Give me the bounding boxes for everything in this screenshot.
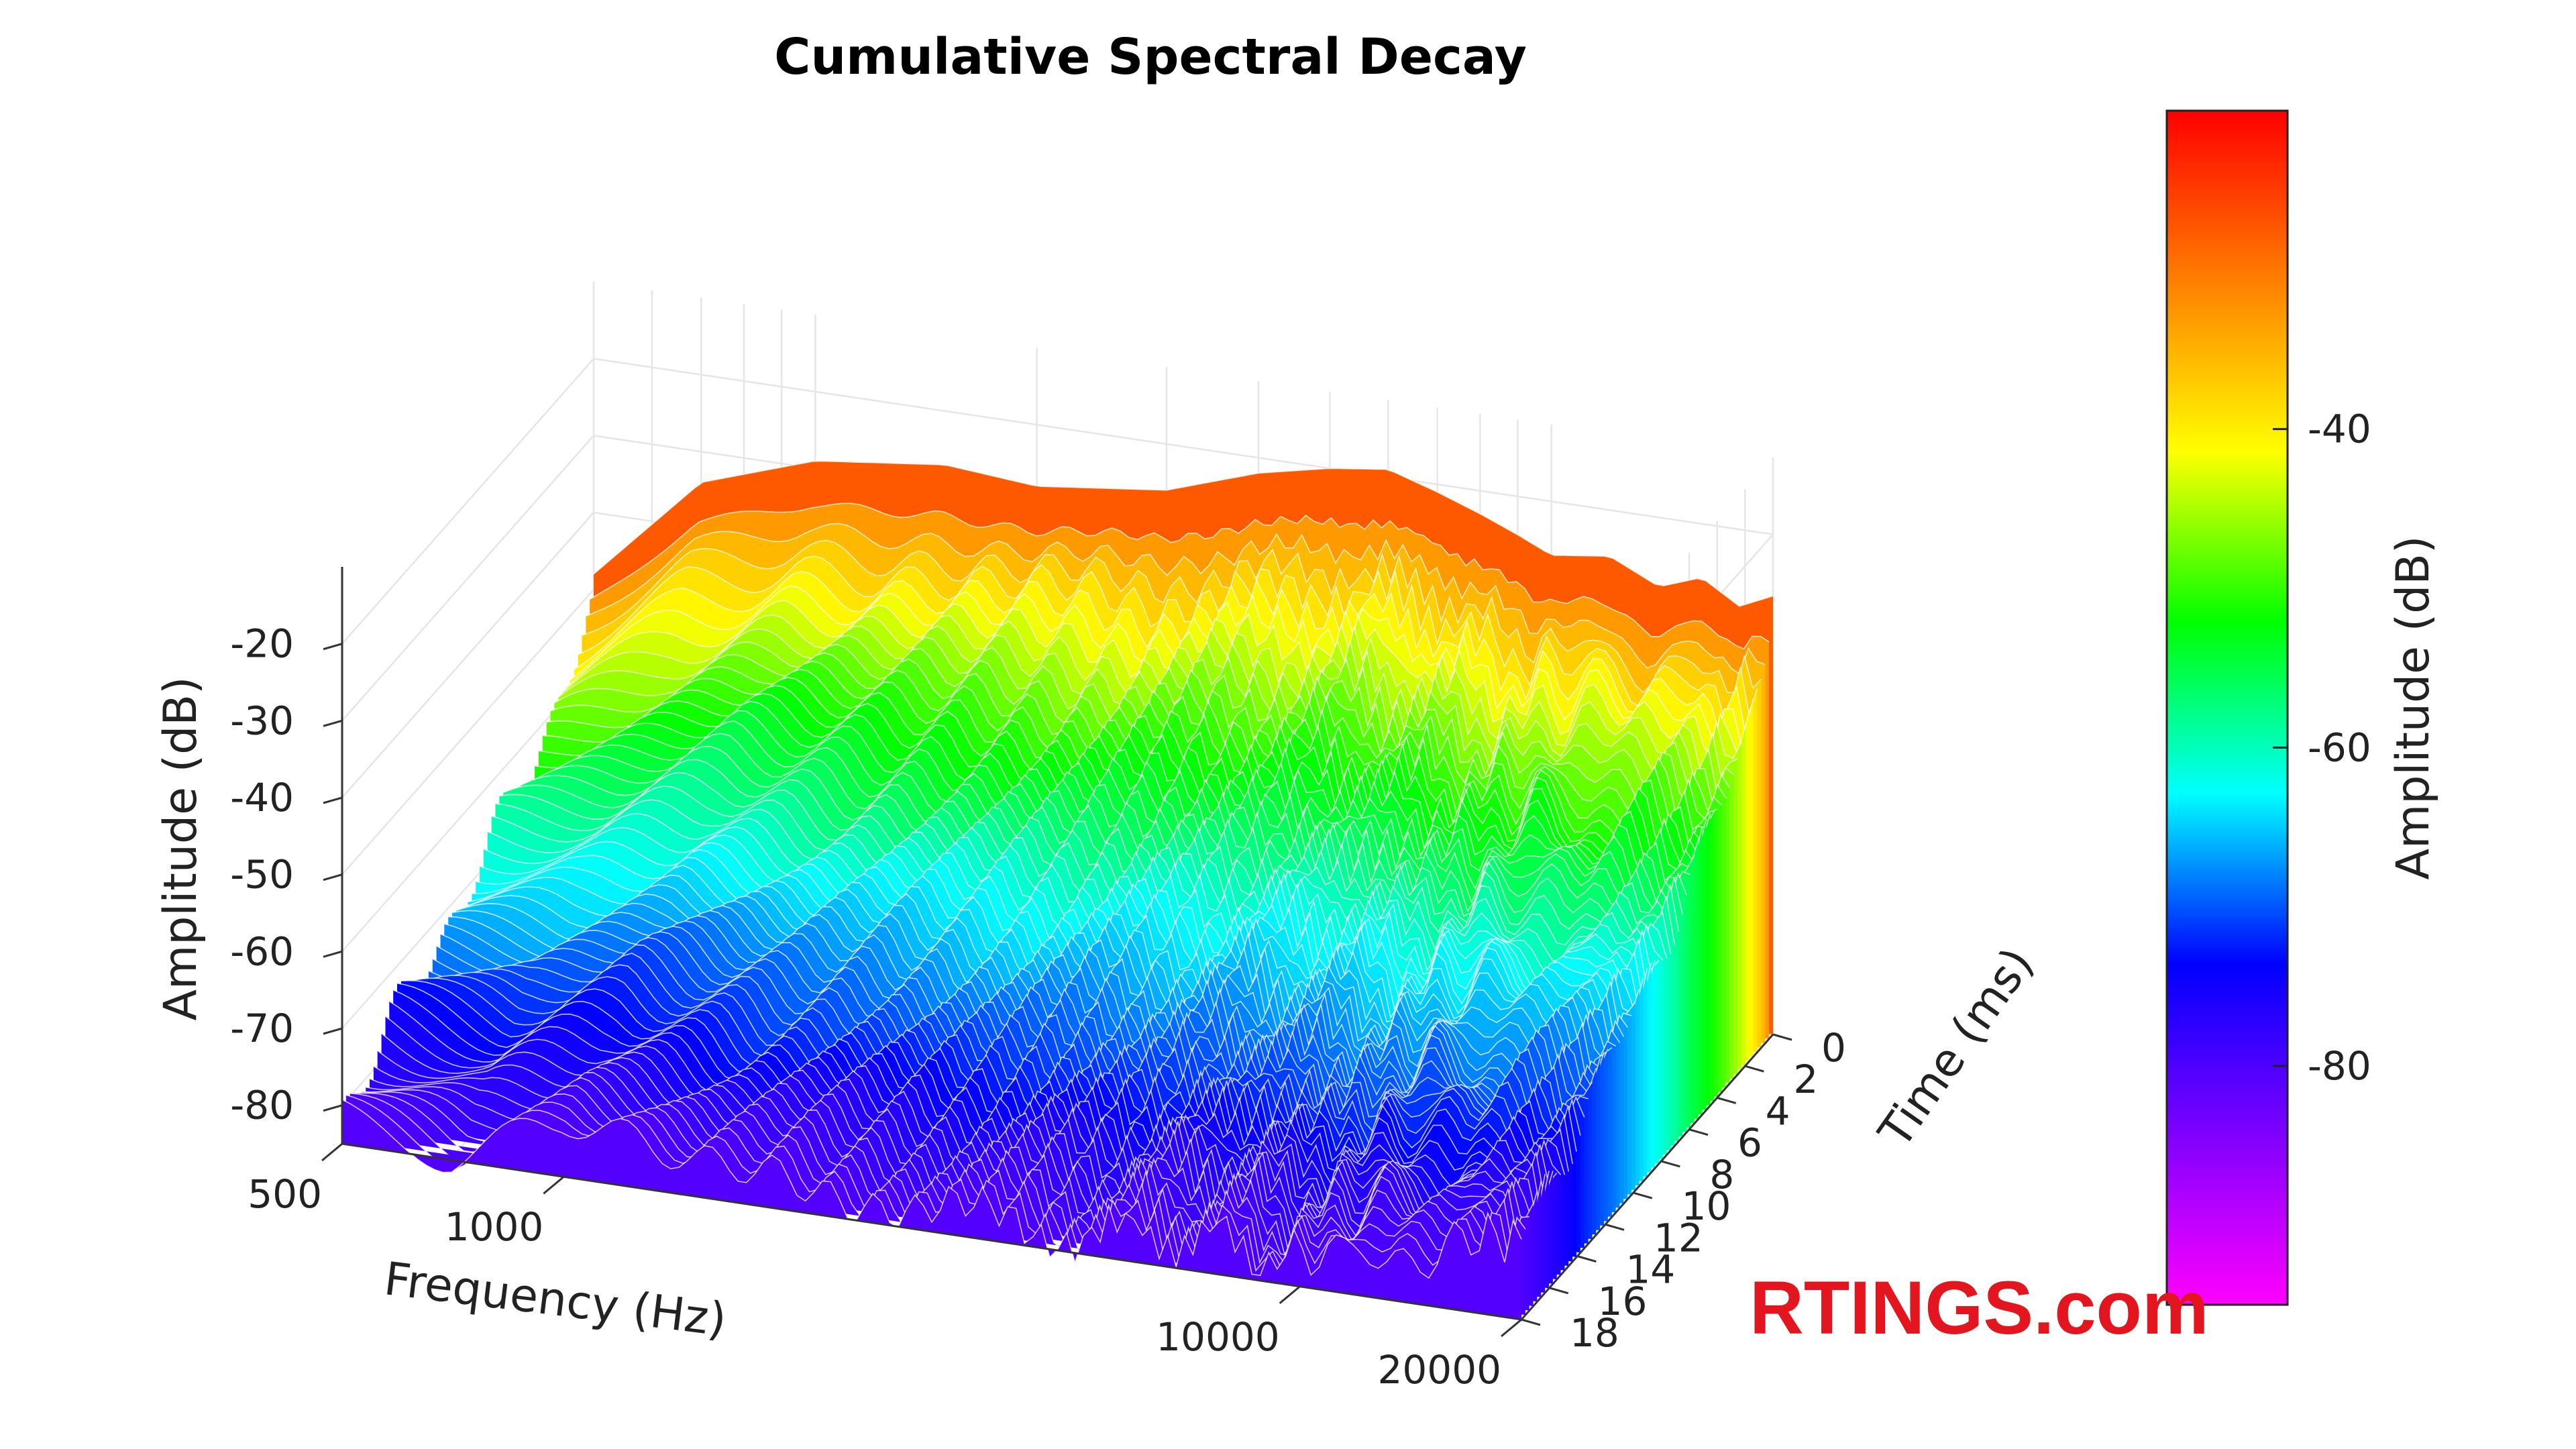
amplitude-tick-label: -40	[230, 775, 294, 820]
decay-slice-line	[593, 460, 1774, 607]
colorbar-tick-label: -60	[2308, 724, 2371, 770]
amplitude-tick-label: -70	[230, 1006, 294, 1051]
time-tick	[1521, 1318, 1541, 1326]
time-tick-label: 0	[1821, 1025, 1846, 1071]
watermark-text: RTINGS.com	[1750, 1266, 2209, 1350]
left-wall-grid-line	[341, 512, 594, 798]
decay-slice-line	[479, 834, 1660, 994]
time-tick	[1744, 1065, 1764, 1073]
time-axis-line	[1520, 1034, 1774, 1320]
decay-slice-line	[350, 1093, 1529, 1265]
frequency-tick-label: 20000	[1377, 1347, 1501, 1393]
decay-slice-line	[400, 979, 1581, 1155]
time-tick	[1605, 1223, 1625, 1231]
amplitude-tick	[323, 643, 343, 651]
frequency-axis-line	[341, 1142, 1522, 1321]
colorbar-tick-label: -80	[2308, 1043, 2371, 1089]
y-axis-label: Time (ms)	[1868, 938, 2044, 1158]
frequency-tick-label: 10000	[1156, 1314, 1280, 1360]
decay-slice-line	[570, 585, 1750, 752]
frequency-tick	[321, 1142, 343, 1162]
chart-title: Cumulative Spectral Decay	[774, 28, 1527, 86]
time-tick	[1549, 1287, 1569, 1295]
left-wall-grid-line	[341, 358, 594, 645]
frequency-tick-label: 500	[248, 1171, 322, 1217]
time-tick	[1772, 1033, 1792, 1041]
back-wall-grid-line	[593, 358, 1774, 535]
time-tick-label: 12	[1654, 1215, 1703, 1260]
amplitude-tick-label: -20	[230, 621, 294, 667]
amplitude-tick	[323, 796, 343, 804]
colorbar-tick-label: -40	[2308, 407, 2371, 452]
amplitude-tick-label: -30	[230, 698, 294, 743]
decay-slice-line	[460, 874, 1640, 1023]
time-tick	[1717, 1097, 1737, 1104]
time-tick-label: 2	[1793, 1057, 1818, 1102]
time-tick	[1688, 1128, 1709, 1136]
decay-slice-line	[578, 555, 1758, 718]
z-axis-label: Amplitude (dB)	[154, 677, 207, 1021]
left-wall-grid-line	[341, 435, 594, 722]
decay-surface	[341, 460, 1774, 1320]
time-tick	[1633, 1191, 1653, 1199]
x-axis-label: Frequency (Hz)	[381, 1252, 729, 1347]
left-wall-grid-line	[341, 588, 594, 875]
colorbar-label: Amplitude (dB)	[2387, 536, 2440, 880]
amplitude-tick-label: -80	[230, 1083, 294, 1128]
decay-slice	[342, 1099, 1521, 1320]
frequency-tick	[1501, 1318, 1522, 1338]
time-tick-label: 14	[1625, 1247, 1675, 1293]
decay-slice-line	[502, 759, 1683, 917]
decay-slice-line	[499, 772, 1680, 932]
time-tick-label: 10	[1682, 1183, 1731, 1229]
decay-slice-line	[585, 523, 1766, 676]
time-tick-label: 18	[1570, 1310, 1619, 1356]
decay-slice-line	[589, 502, 1770, 650]
time-tick-label: 6	[1737, 1120, 1762, 1166]
amplitude-axis: -20 -30 -40 -50 -60 -70 -80	[230, 621, 343, 1128]
decay-slice-line	[566, 600, 1746, 761]
amplitude-tick	[323, 950, 343, 958]
amplitude-tick	[323, 719, 343, 727]
decay-slice-line	[354, 1092, 1534, 1256]
amplitude-tick	[323, 1104, 343, 1112]
frequency-axis: 500 1000 10000 20000	[248, 1142, 1522, 1393]
decay-slice-line	[515, 720, 1695, 896]
time-tick	[1576, 1255, 1597, 1263]
frequency-tick	[543, 1176, 565, 1195]
decay-slice-line	[561, 614, 1742, 767]
decay-slice-line	[409, 964, 1589, 1145]
amplitude-tick-label: -60	[230, 928, 294, 974]
decay-slice-line	[345, 1094, 1526, 1272]
decay-slice-line	[413, 953, 1593, 1133]
decay-slice-line	[582, 539, 1762, 694]
decay-slice-line	[405, 976, 1585, 1152]
axis-lines	[341, 567, 1774, 1321]
decay-slice-line	[511, 733, 1691, 905]
colorbar: -40 -60 -80	[2165, 109, 2371, 1306]
time-tick-label: 16	[1598, 1279, 1648, 1324]
rtings-watermark: RTINGS.com	[1750, 1266, 2209, 1350]
decay-slice-line	[341, 1099, 1522, 1279]
time-tick-label: 8	[1709, 1152, 1734, 1197]
time-tick	[1660, 1160, 1680, 1168]
colorbar-gradient	[2165, 109, 2289, 1306]
amplitude-tick-label: -50	[230, 852, 294, 898]
decay-slice-line	[506, 745, 1687, 913]
decay-slice-line	[358, 1085, 1538, 1256]
decay-slice-line	[396, 982, 1577, 1163]
decay-slice-line	[455, 884, 1636, 1034]
decay-slice-line	[574, 571, 1754, 737]
decay-slice-line	[557, 625, 1738, 786]
amplitude-tick	[323, 1027, 343, 1035]
frequency-tick-label: 1000	[445, 1204, 544, 1250]
decay-slice-line	[554, 635, 1734, 800]
frequency-tick	[1279, 1285, 1301, 1304]
time-tick-label: 4	[1766, 1088, 1790, 1134]
amplitude-tick	[323, 873, 343, 881]
